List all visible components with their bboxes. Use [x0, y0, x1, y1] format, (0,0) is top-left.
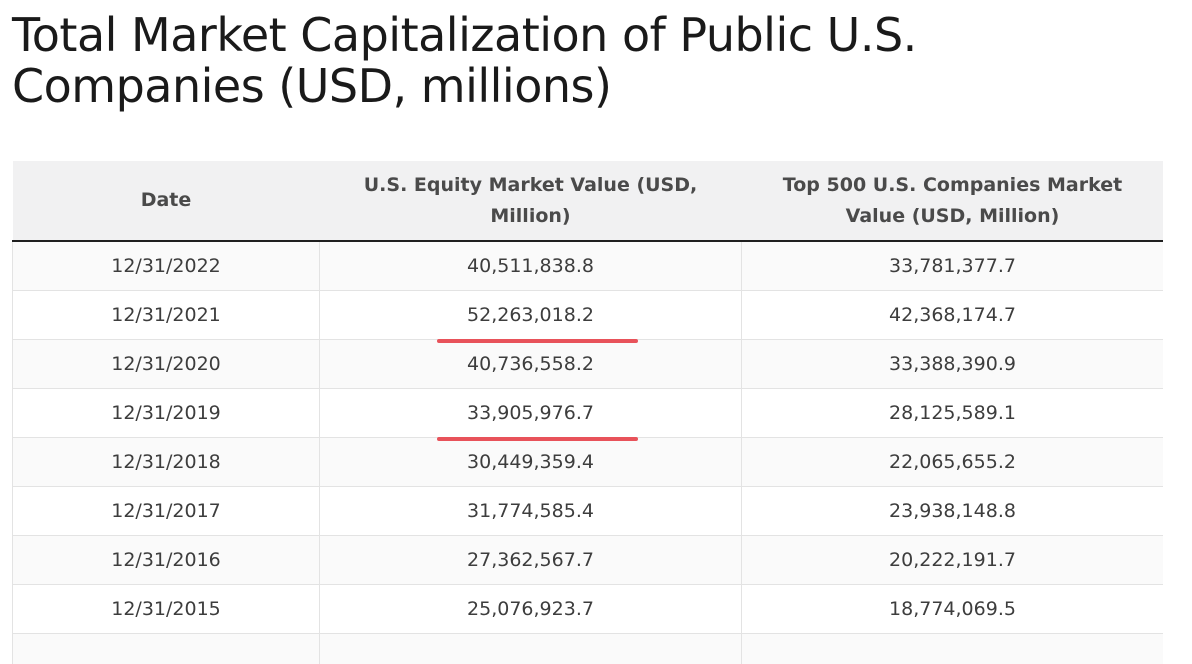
us-equity-value-text: 27,362,567.7	[467, 548, 594, 571]
us-equity-value: 52,263,018.2	[437, 303, 638, 343]
table-row: 12/31/2021 52,263,018.2 42,368,174.7	[12, 290, 1163, 343]
table-row: 12/31/2019 33,905,976.7 28,125,589.1	[12, 388, 1163, 441]
cell-date: 12/31/2017	[12, 486, 320, 536]
cell-us-equity: 33,905,976.7	[319, 388, 742, 441]
us-equity-value: 40,736,558.2	[467, 353, 594, 375]
table-body: 12/31/2022 40,511,838.8 33,781,377.7 12/31/…	[12, 241, 1163, 664]
highlight-underline	[437, 338, 638, 343]
header-top500: Top 500 U.S. Companies Market Value (USD…	[741, 161, 1163, 242]
us-equity-value-text: 30,449,359.4	[467, 450, 594, 473]
table-row	[12, 633, 1163, 664]
header-row: Date U.S. Equity Market Value (USD, Mill…	[12, 161, 1163, 242]
cell-top500: 23,938,148.8	[741, 486, 1163, 536]
cell-empty	[319, 633, 742, 664]
us-equity-value-text: 31,774,585.4	[467, 499, 594, 522]
cell-us-equity: 31,774,585.4	[319, 486, 742, 536]
cell-date: 12/31/2015	[12, 584, 320, 634]
highlight-underline	[437, 436, 638, 441]
us-equity-value: 31,774,585.4	[467, 500, 594, 522]
cell-date: 12/31/2018	[12, 437, 320, 487]
cell-empty	[12, 633, 320, 664]
cell-date: 12/31/2019	[12, 388, 320, 438]
cell-us-equity: 27,362,567.7	[319, 535, 742, 585]
cell-top500: 22,065,655.2	[741, 437, 1163, 487]
cell-top500: 28,125,589.1	[741, 388, 1163, 438]
cell-us-equity: 40,736,558.2	[319, 339, 742, 389]
table-row: 12/31/2018 30,449,359.4 22,065,655.2	[12, 437, 1163, 487]
us-equity-value-text: 25,076,923.7	[467, 597, 594, 620]
cell-top500: 33,388,390.9	[741, 339, 1163, 389]
page-title: Total Market Capitalization of Public U.…	[12, 8, 917, 113]
table-header: Date U.S. Equity Market Value (USD, Mill…	[12, 161, 1163, 242]
us-equity-value-text: 52,263,018.2	[467, 303, 594, 326]
cell-date: 12/31/2016	[12, 535, 320, 585]
cell-top500: 33,781,377.7	[741, 241, 1163, 291]
table-row: 12/31/2017 31,774,585.4 23,938,148.8	[12, 486, 1163, 536]
cell-top500: 20,222,191.7	[741, 535, 1163, 585]
cell-empty	[741, 633, 1163, 664]
header-date: Date	[12, 161, 320, 242]
cell-top500: 42,368,174.7	[741, 290, 1163, 340]
us-equity-value-text: 40,736,558.2	[467, 352, 594, 375]
cell-us-equity: 30,449,359.4	[319, 437, 742, 487]
cell-date: 12/31/2021	[12, 290, 320, 340]
table-row: 12/31/2020 40,736,558.2 33,388,390.9	[12, 339, 1163, 389]
cell-us-equity: 40,511,838.8	[319, 241, 742, 291]
us-equity-value-text: 40,511,838.8	[467, 254, 594, 277]
us-equity-value: 27,362,567.7	[467, 549, 594, 571]
market-cap-table-container[interactable]: Date U.S. Equity Market Value (USD, Mill…	[12, 161, 1163, 664]
cell-us-equity: 52,263,018.2	[319, 290, 742, 343]
cell-date: 12/31/2022	[12, 241, 320, 291]
us-equity-value: 30,449,359.4	[467, 451, 594, 473]
table-row: 12/31/2016 27,362,567.7 20,222,191.7	[12, 535, 1163, 585]
us-equity-value-text: 33,905,976.7	[467, 401, 594, 424]
us-equity-value: 40,511,838.8	[467, 255, 594, 277]
us-equity-value: 33,905,976.7	[437, 401, 638, 441]
cell-top500: 18,774,069.5	[741, 584, 1163, 634]
table-row: 12/31/2022 40,511,838.8 33,781,377.7	[12, 241, 1163, 291]
market-cap-table: Date U.S. Equity Market Value (USD, Mill…	[12, 161, 1163, 664]
us-equity-value: 25,076,923.7	[467, 598, 594, 620]
cell-us-equity: 25,076,923.7	[319, 584, 742, 634]
table-row: 12/31/2015 25,076,923.7 18,774,069.5	[12, 584, 1163, 634]
header-us-equity: U.S. Equity Market Value (USD, Million)	[319, 161, 742, 242]
cell-date: 12/31/2020	[12, 339, 320, 389]
